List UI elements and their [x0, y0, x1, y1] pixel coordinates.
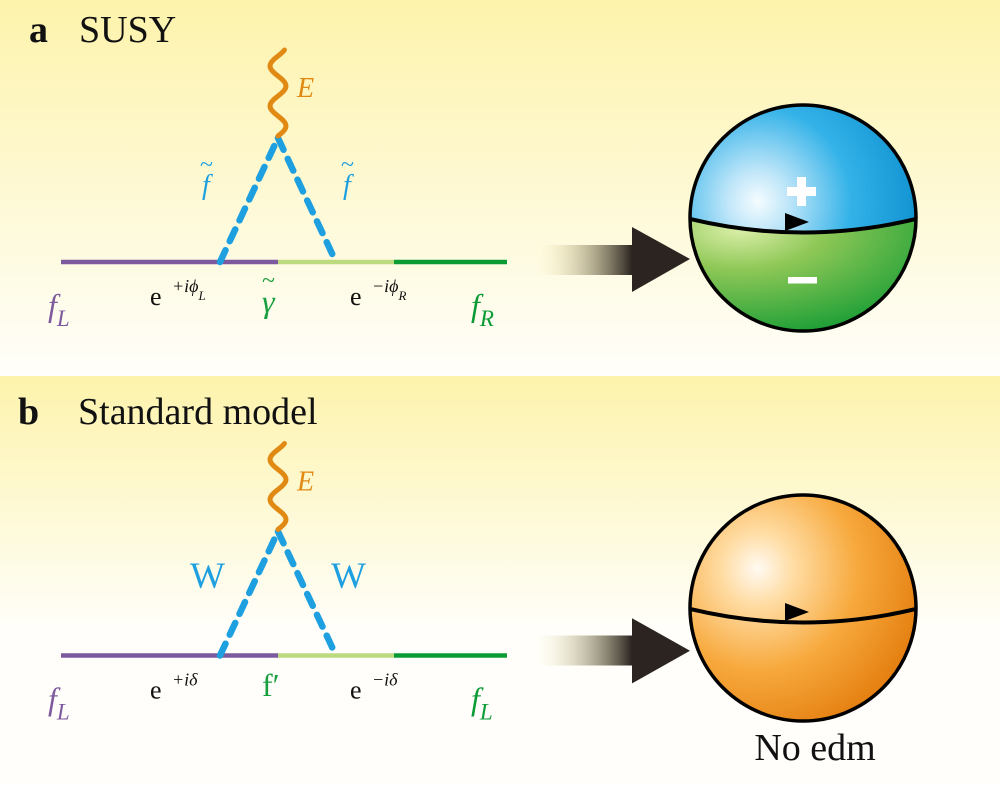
svg-text:Standard model: Standard model — [78, 391, 318, 433]
svg-text:E: E — [296, 467, 314, 498]
svg-text:e: e — [350, 282, 362, 311]
svg-text:−iδ: −iδ — [372, 670, 398, 690]
svg-text:W: W — [331, 556, 366, 597]
svg-text:+iδ: +iδ — [172, 670, 198, 690]
svg-text:f′: f′ — [262, 667, 280, 703]
svg-text:−iϕR: −iϕR — [372, 276, 406, 303]
svg-text:+iϕL: +iϕL — [172, 276, 206, 303]
svg-text:~: ~ — [200, 152, 213, 178]
svg-text:~: ~ — [341, 152, 354, 178]
svg-text:SUSY: SUSY — [79, 9, 176, 51]
svg-text:e: e — [150, 282, 162, 311]
svg-text:No edm: No edm — [754, 727, 875, 769]
svg-text:~: ~ — [262, 268, 275, 294]
svg-text:b: b — [18, 391, 39, 433]
svg-text:fR: fR — [471, 287, 494, 331]
svg-text:fL: fL — [48, 681, 70, 725]
svg-text:e: e — [350, 676, 362, 705]
svg-text:a: a — [29, 9, 48, 51]
svg-text:e: e — [150, 676, 162, 705]
svg-text:fL: fL — [471, 681, 493, 725]
svg-text:fL: fL — [48, 287, 70, 331]
svg-text:W: W — [190, 556, 225, 597]
svg-text:E: E — [296, 73, 314, 104]
